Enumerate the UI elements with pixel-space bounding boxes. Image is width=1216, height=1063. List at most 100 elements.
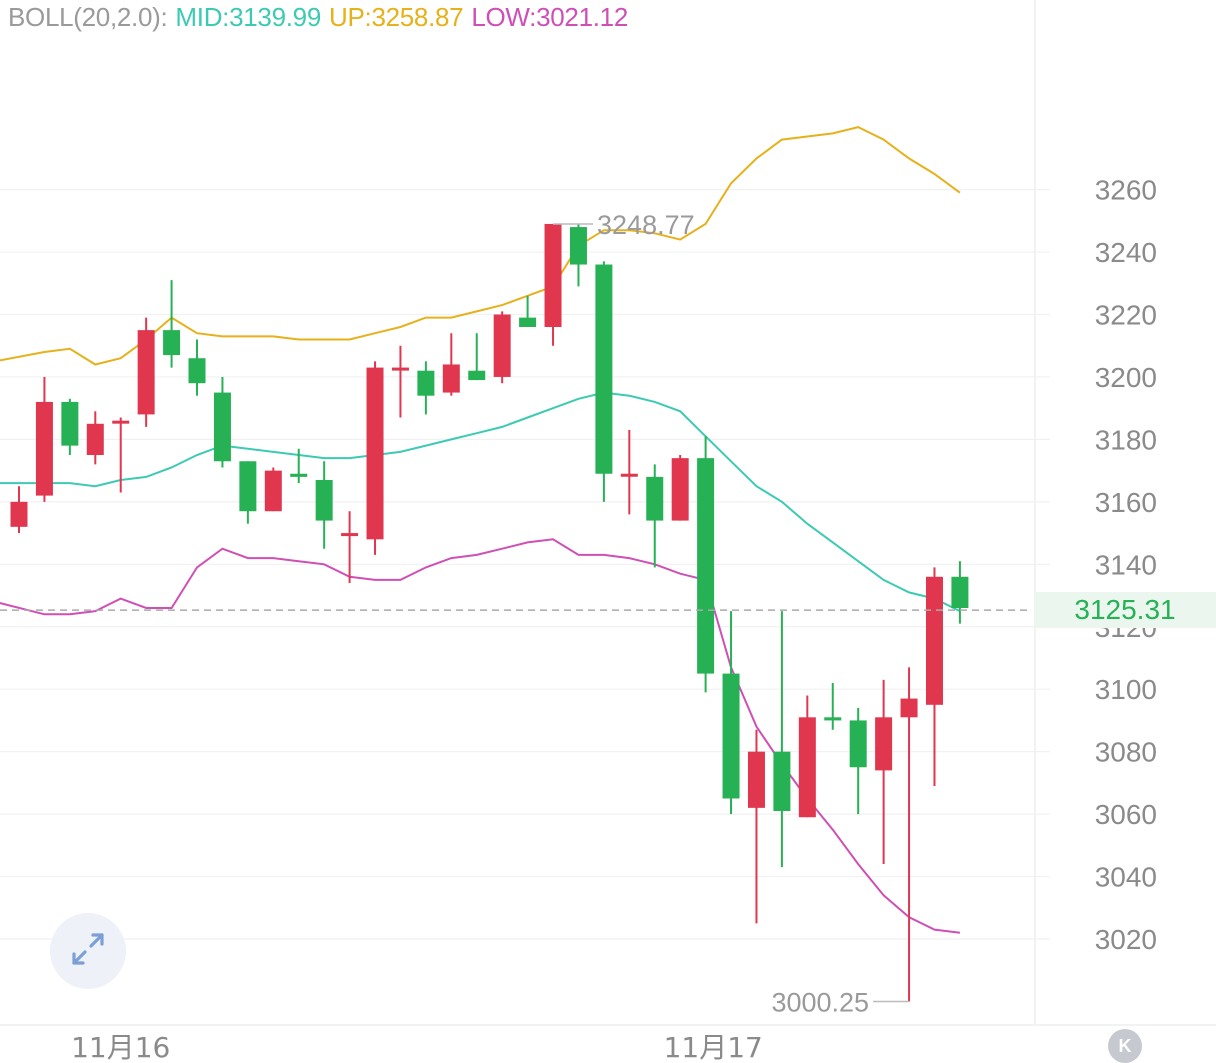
candle xyxy=(213,376,231,468)
y-tick-label: 3220 xyxy=(1095,300,1157,331)
candle-body xyxy=(86,423,104,456)
candle xyxy=(239,461,257,524)
bollinger-bands xyxy=(0,126,961,934)
candle xyxy=(468,333,486,381)
current-price-value: 3125.31 xyxy=(1074,594,1176,625)
candle-body xyxy=(849,720,867,768)
candle xyxy=(569,223,587,287)
candle xyxy=(875,679,893,865)
y-tick-label: 3140 xyxy=(1095,549,1157,580)
candle xyxy=(798,695,816,818)
candle-body xyxy=(595,264,613,474)
candle xyxy=(341,511,359,584)
candle xyxy=(188,339,206,396)
boll-indicator-label: BOLL(20,2.0): xyxy=(8,2,168,32)
y-tick-label: 3040 xyxy=(1095,862,1157,893)
expand-button[interactable] xyxy=(50,913,126,989)
high-price-label: 3248.77 xyxy=(597,210,695,240)
candle xyxy=(10,486,28,534)
boll-mid-value: MID:3139.99 xyxy=(175,2,321,32)
candle-body xyxy=(137,330,155,415)
candle-body xyxy=(900,698,918,718)
candle-body xyxy=(875,717,893,771)
candle xyxy=(646,464,664,568)
boll-lower-line xyxy=(0,538,961,934)
candle xyxy=(290,448,308,484)
candle-body xyxy=(671,458,689,521)
y-axis: 3020304030603080310031203140316031803200… xyxy=(1095,175,1157,955)
y-tick-label: 3260 xyxy=(1095,175,1157,206)
candle xyxy=(264,467,282,512)
candle-body xyxy=(493,314,511,377)
candle-body xyxy=(468,370,486,381)
candle-body xyxy=(620,473,638,477)
x-tick-label: 11月17 xyxy=(664,1031,763,1063)
candle-body xyxy=(773,751,791,811)
annotations: 3248.77 3000.25 xyxy=(0,210,1030,1017)
candle xyxy=(697,436,715,693)
candle-body xyxy=(112,420,130,424)
candles xyxy=(10,223,969,1002)
candle xyxy=(519,295,537,327)
candle xyxy=(951,561,969,624)
candle xyxy=(417,361,435,415)
candle-body xyxy=(824,717,842,721)
candle-body xyxy=(366,367,384,540)
candle-body xyxy=(188,358,206,384)
candle-body xyxy=(646,476,664,521)
y-tick-label: 3100 xyxy=(1095,674,1157,705)
candle-body xyxy=(925,576,943,705)
candle-body xyxy=(391,367,409,371)
y-tick-label: 3240 xyxy=(1095,237,1157,268)
candle xyxy=(595,261,613,502)
y-tick-label: 3080 xyxy=(1095,737,1157,768)
candle-body xyxy=(61,401,79,446)
candle xyxy=(671,455,689,521)
candle xyxy=(112,417,130,493)
boll-mid-line xyxy=(0,391,961,612)
low-price-label: 3000.25 xyxy=(771,987,869,1017)
candle xyxy=(366,361,384,555)
candle-body xyxy=(163,330,181,356)
candle-body xyxy=(747,751,765,808)
candle-body xyxy=(341,533,359,537)
x-tick-label: 11月16 xyxy=(71,1031,170,1063)
candle xyxy=(620,430,638,515)
candle-body xyxy=(442,364,460,393)
candle xyxy=(925,567,943,786)
candle-body xyxy=(290,473,308,477)
candle xyxy=(849,707,867,815)
candle-body xyxy=(544,223,562,327)
candle-body xyxy=(315,479,333,521)
candle xyxy=(722,611,740,815)
candle xyxy=(163,280,181,368)
candle-body xyxy=(264,470,282,512)
y-tick-label: 3200 xyxy=(1095,362,1157,393)
candle-body xyxy=(213,392,231,462)
candle-body xyxy=(417,370,435,396)
y-tick-label: 3180 xyxy=(1095,424,1157,455)
kline-toggle-button[interactable]: K xyxy=(1108,1029,1142,1063)
candle xyxy=(773,611,791,868)
boll-up-value: UP:3258.87 xyxy=(329,2,464,32)
expand-arrows-icon xyxy=(66,927,110,976)
candle-body xyxy=(239,461,257,512)
candle-body xyxy=(697,458,715,674)
candle xyxy=(35,376,53,502)
candle xyxy=(86,411,104,465)
candle xyxy=(747,729,765,924)
x-axis: 11月16 11月17 xyxy=(71,1031,763,1063)
boll-legend: BOLL(20,2.0): MID:3139.99 UP:3258.87 LOW:30… xyxy=(8,2,636,33)
candle xyxy=(315,461,333,549)
candle xyxy=(900,667,918,1002)
candle-body xyxy=(951,576,969,609)
candle-body xyxy=(519,317,537,327)
current-price-tag: 3125.31 xyxy=(1034,592,1216,628)
candle xyxy=(824,682,842,730)
candle-body xyxy=(569,227,587,265)
candle xyxy=(442,333,460,396)
candle-body xyxy=(10,501,28,527)
candle xyxy=(544,223,562,346)
candle xyxy=(493,311,511,384)
